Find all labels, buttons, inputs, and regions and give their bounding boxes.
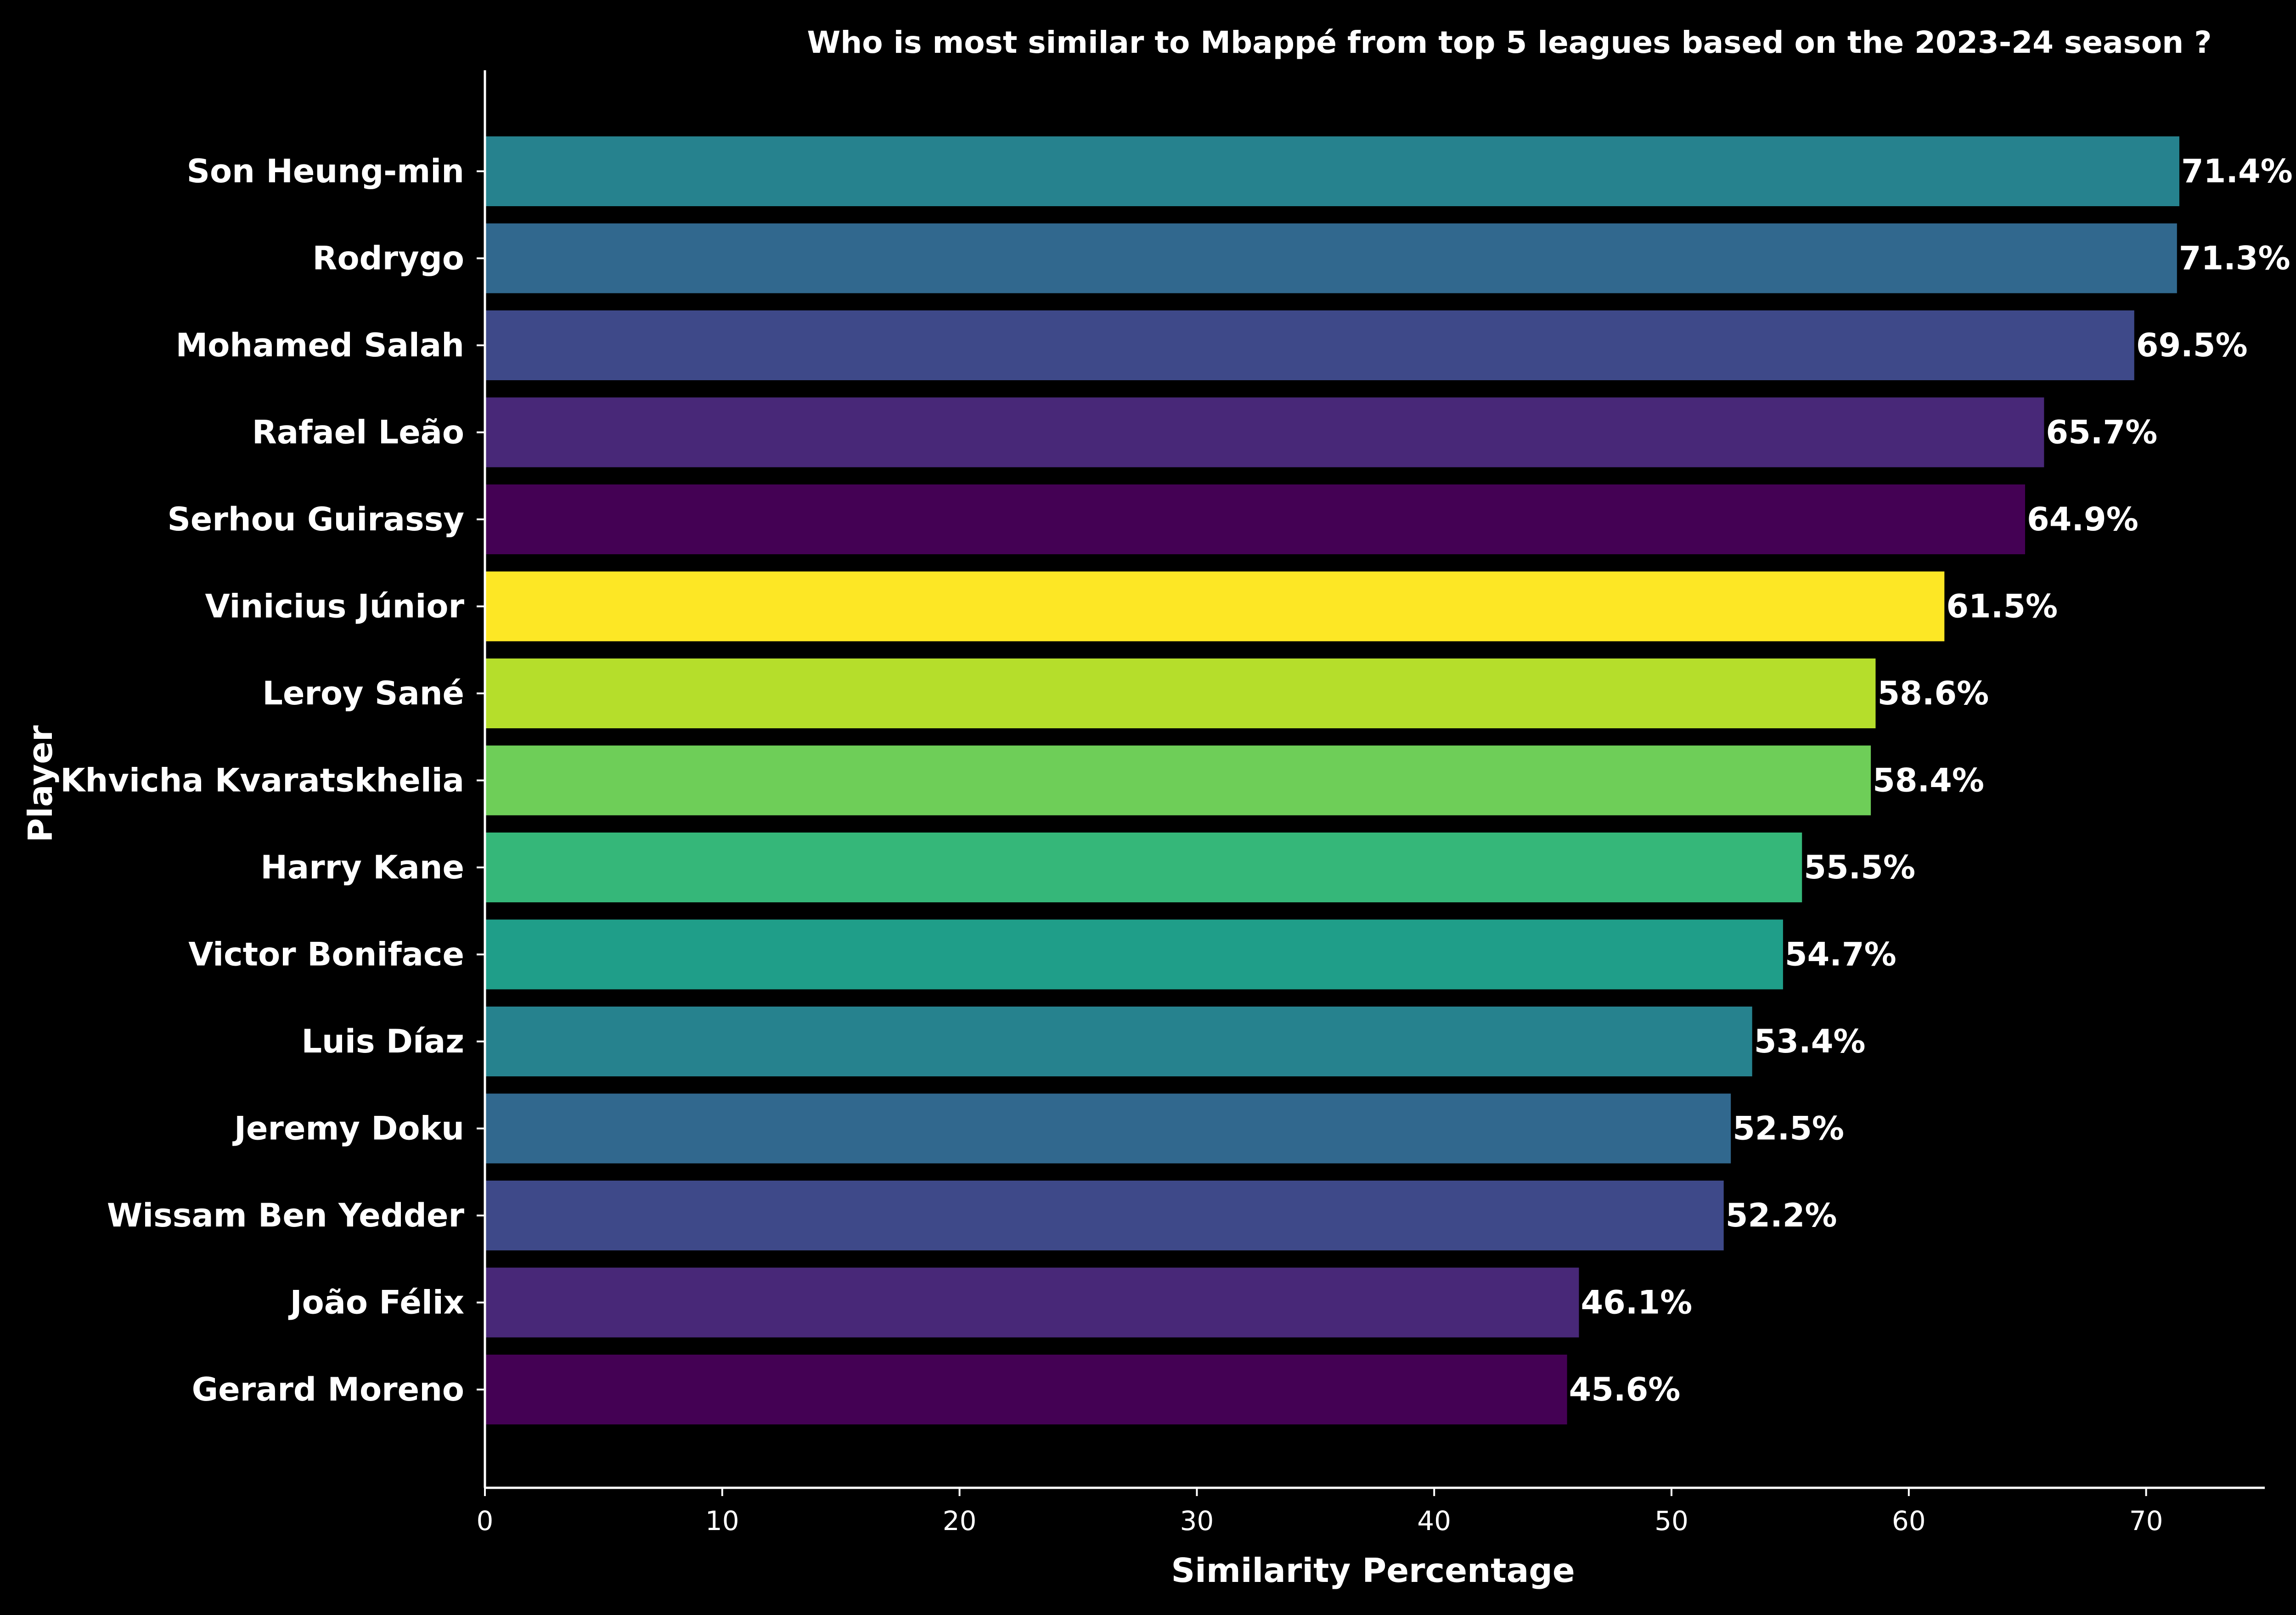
y-tick-label: Victor Boniface <box>188 936 464 974</box>
bars-layer <box>485 136 2179 1424</box>
bar-11 <box>485 1093 1731 1164</box>
x-tick-label: 70 <box>2129 1505 2163 1536</box>
data-label: 53.4% <box>1754 1023 1866 1060</box>
bar-3 <box>485 397 2044 467</box>
x-tick-label: 30 <box>1180 1505 1214 1536</box>
y-tick-label: Gerard Moreno <box>192 1371 464 1408</box>
y-tick-label: Rafael Leão <box>252 414 464 451</box>
y-tick-label: Mohamed Salah <box>176 326 464 364</box>
x-axis-ticks: 0 10 20 30 40 50 60 70 <box>477 1488 2163 1536</box>
y-tick-label: Son Heung-min <box>187 152 464 190</box>
data-label: 64.9% <box>2027 501 2138 538</box>
y-tick-label: Rodrygo <box>313 240 464 277</box>
data-label: 46.1% <box>1581 1284 1692 1322</box>
bar-7 <box>485 745 1871 816</box>
bar-14 <box>485 1355 1567 1424</box>
y-tick-label: Wissam Ben Yedder <box>107 1197 465 1234</box>
y-tick-label: Leroy Sané <box>262 675 464 712</box>
x-axis-label: Similarity Percentage <box>1171 1551 1575 1590</box>
data-label: 55.5% <box>1804 849 1915 886</box>
y-axis-ticks: Son Heung-min Rodrygo Mohamed Salah Rafael … <box>60 152 485 1408</box>
data-label: 54.7% <box>1785 936 1896 974</box>
x-tick-label: 60 <box>1892 1505 1926 1536</box>
data-label: 58.4% <box>1873 762 1984 799</box>
y-tick-label: Serhou Guirassy <box>167 501 464 538</box>
x-tick-label: 10 <box>705 1505 739 1536</box>
bar-13 <box>485 1267 1579 1338</box>
bar-2 <box>485 310 2134 380</box>
data-labels-layer: 71.4% 71.3% 69.5% 65.7% 64.9% 61.5% 58.6% 58.4%… <box>1569 152 2293 1408</box>
bar-6 <box>485 658 1876 728</box>
chart-title: Who is most similar to Mbappé from top 5… <box>807 25 2212 60</box>
y-tick-label: João Félix <box>288 1284 464 1322</box>
bar-9 <box>485 919 1783 990</box>
y-tick-label: Harry Kane <box>260 849 464 886</box>
y-tick-label: Jeremy Doku <box>232 1110 464 1148</box>
x-tick-label: 20 <box>943 1505 977 1536</box>
bar-12 <box>485 1181 1724 1250</box>
bar-10 <box>485 1007 1752 1076</box>
x-tick-label: 0 <box>477 1505 494 1536</box>
bar-8 <box>485 833 1802 902</box>
data-label: 58.6% <box>1877 675 1989 712</box>
data-label: 71.4% <box>2181 152 2293 190</box>
bar-0 <box>485 136 2179 206</box>
bar-1 <box>485 223 2177 293</box>
y-tick-label: Vinicius Júnior <box>205 588 465 625</box>
data-label: 69.5% <box>2136 326 2248 364</box>
y-tick-label: Khvicha Kvaratskhelia <box>60 762 464 799</box>
data-label: 71.3% <box>2179 240 2290 277</box>
data-label: 61.5% <box>1946 588 2058 625</box>
bar-5 <box>485 571 1945 641</box>
bar-4 <box>485 484 2026 554</box>
data-label: 65.7% <box>2046 414 2157 451</box>
x-tick-label: 40 <box>1417 1505 1451 1536</box>
data-label: 45.6% <box>1569 1371 1681 1408</box>
y-axis-label: Player <box>21 725 60 843</box>
data-label: 52.5% <box>1733 1110 1844 1148</box>
y-tick-label: Luis Díaz <box>301 1023 464 1060</box>
data-label: 52.2% <box>1726 1197 1837 1234</box>
x-tick-label: 50 <box>1654 1505 1688 1536</box>
